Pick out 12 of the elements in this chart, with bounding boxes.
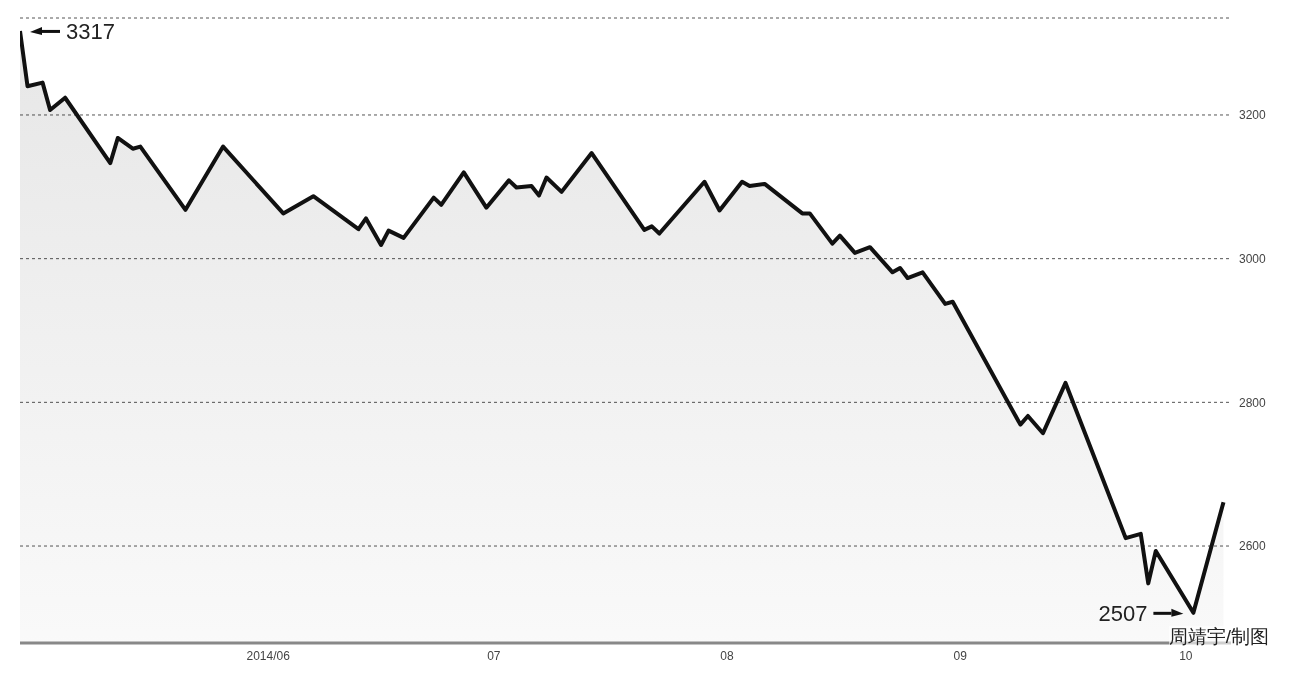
y-tick-label: 3000	[1239, 251, 1267, 266]
annotation: 3317	[66, 18, 115, 44]
y-tick-label: 2600	[1239, 539, 1267, 554]
annotation: 2507	[1098, 600, 1148, 626]
y-tick-label: 3200	[1239, 108, 1267, 123]
x-tick-label: 07	[487, 648, 501, 663]
annotation: 周靖宇/制图	[1168, 626, 1269, 648]
y-tick-label: 2800	[1239, 395, 1267, 410]
x-tick-label: 08	[720, 648, 735, 663]
x-tick-label: 2014/06	[246, 648, 291, 663]
x-tick-label: 10	[1179, 648, 1193, 663]
x-tick-label: 09	[953, 648, 968, 663]
